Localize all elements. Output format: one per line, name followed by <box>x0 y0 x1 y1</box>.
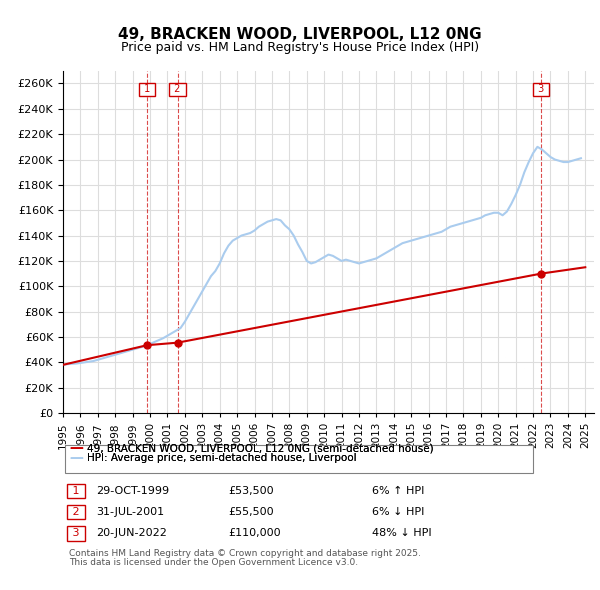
Text: —: — <box>69 441 83 455</box>
Text: 1: 1 <box>69 486 83 496</box>
Text: —: — <box>69 441 83 455</box>
Text: 6% ↓ HPI: 6% ↓ HPI <box>372 507 424 517</box>
Text: —: — <box>69 451 83 466</box>
Text: —: — <box>69 451 83 466</box>
Text: 1: 1 <box>141 84 153 94</box>
Text: 49, BRACKEN WOOD, LIVERPOOL, L12 0NG: 49, BRACKEN WOOD, LIVERPOOL, L12 0NG <box>118 27 482 41</box>
Text: £53,500: £53,500 <box>228 486 274 496</box>
Text: 31-JUL-2001: 31-JUL-2001 <box>96 507 164 517</box>
Text: Price paid vs. HM Land Registry's House Price Index (HPI): Price paid vs. HM Land Registry's House … <box>121 41 479 54</box>
Text: 29-OCT-1999: 29-OCT-1999 <box>96 486 169 496</box>
Text: 2: 2 <box>69 507 83 517</box>
Text: £110,000: £110,000 <box>228 529 281 538</box>
Text: HPI: Average price, semi-detached house, Liverpool: HPI: Average price, semi-detached house,… <box>87 454 356 463</box>
Text: 3: 3 <box>69 529 83 538</box>
Text: 48% ↓ HPI: 48% ↓ HPI <box>372 529 431 538</box>
Text: 20-JUN-2022: 20-JUN-2022 <box>96 529 167 538</box>
Text: This data is licensed under the Open Government Licence v3.0.: This data is licensed under the Open Gov… <box>69 558 358 567</box>
Text: Contains HM Land Registry data © Crown copyright and database right 2025.: Contains HM Land Registry data © Crown c… <box>69 549 421 558</box>
Text: 49, BRACKEN WOOD, LIVERPOOL, L12 0NG (semi-detached house): 49, BRACKEN WOOD, LIVERPOOL, L12 0NG (se… <box>87 444 434 453</box>
Text: 3: 3 <box>535 84 547 94</box>
Text: 49, BRACKEN WOOD, LIVERPOOL, L12 0NG (semi-detached house): 49, BRACKEN WOOD, LIVERPOOL, L12 0NG (se… <box>87 444 434 453</box>
Text: HPI: Average price, semi-detached house, Liverpool: HPI: Average price, semi-detached house,… <box>87 454 356 463</box>
Text: 6% ↑ HPI: 6% ↑ HPI <box>372 486 424 496</box>
Text: £55,500: £55,500 <box>228 507 274 517</box>
Text: 2: 2 <box>172 84 184 94</box>
